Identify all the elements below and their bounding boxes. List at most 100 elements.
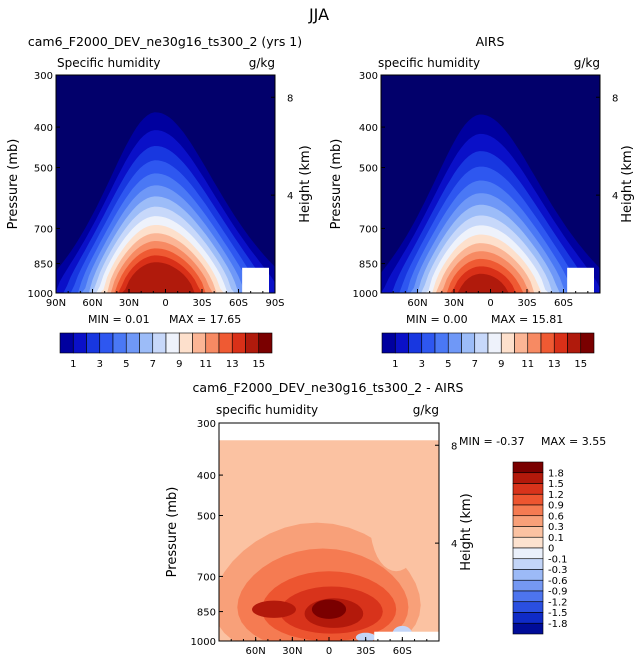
panel-diff-height-ticks: 84 xyxy=(435,441,457,550)
colorbar-box xyxy=(512,483,544,495)
colorbar-label: 11 xyxy=(521,359,534,370)
panel-model-subtitle-left: Specific humidity xyxy=(57,56,161,70)
contour-band xyxy=(56,262,275,293)
ytick-label: 1000 xyxy=(353,289,378,300)
colorbar-box xyxy=(112,332,127,354)
missing-data-mask xyxy=(567,267,594,293)
panel-diff-colorbar: 1.81.51.20.90.60.30.10-0.1-0.3-0.6-0.9-1… xyxy=(512,461,568,635)
contour-band xyxy=(311,599,347,619)
panel-diff-title: cam6_F2000_DEV_ne30g16_ts300_2 - AIRS xyxy=(193,380,464,395)
ytick-label: 700 xyxy=(34,224,53,235)
colorbar-box xyxy=(125,332,140,354)
colorbar-box xyxy=(527,332,542,354)
panel-model-colorbar: 1 3 5 7 9 11 13 15 xyxy=(59,332,273,370)
colorbar-box xyxy=(512,579,544,592)
colorbar-label: 0 xyxy=(548,544,554,555)
colorbar-label: 5 xyxy=(123,359,129,370)
colorbar-box xyxy=(421,332,436,354)
panel-model-field xyxy=(56,75,275,293)
colorbar-box xyxy=(514,332,529,354)
colorbar-box xyxy=(500,332,515,354)
colorbar-box xyxy=(178,332,193,354)
panel-diff-xticks: 60N 30N 0 30S 60S xyxy=(230,637,428,657)
panel-airs-max: MAX = 15.81 xyxy=(491,313,563,326)
colorbar-box xyxy=(72,332,87,354)
panel-airs-xticks: 60N 30N 0 30S 60S xyxy=(392,289,589,309)
colorbar-label: 13 xyxy=(548,359,561,370)
xtick-label: 30S xyxy=(192,298,211,309)
panel-model-max: MAX = 17.65 xyxy=(169,313,241,326)
colorbar-box xyxy=(512,569,544,581)
ytick-label: 300 xyxy=(197,419,216,430)
panel-diff-max: MAX = 3.55 xyxy=(541,435,606,448)
colorbar-box xyxy=(152,332,167,354)
panel-airs: AIRS specific humidity g/kg 300 400 500 700… xyxy=(329,34,635,370)
panel-airs-yticks: 300 400 500 700 850 1000 xyxy=(353,71,385,300)
ytick-label: 400 xyxy=(197,471,216,482)
xtick-label: 30S xyxy=(517,298,536,309)
colorbar-label: 7 xyxy=(472,359,478,370)
colorbar-box xyxy=(218,332,233,354)
colorbar-box xyxy=(567,332,582,354)
colorbar-box xyxy=(205,332,220,354)
ytick-label: 500 xyxy=(359,163,378,174)
colorbar-box xyxy=(381,332,396,354)
ytick-label: 850 xyxy=(197,608,216,619)
xtick-label: 30N xyxy=(119,298,139,309)
colorbar-box xyxy=(165,332,180,354)
colorbar-label: 9 xyxy=(176,359,182,370)
colorbar-box xyxy=(512,622,544,635)
xtick-label: 60S xyxy=(229,298,248,309)
xtick-label: 60S xyxy=(393,646,412,657)
panel-diff: cam6_F2000_DEV_ne30g16_ts300_2 - AIRS sp… xyxy=(165,380,606,657)
xtick-label: 60N xyxy=(82,298,102,309)
height-tick-label: 8 xyxy=(287,93,293,104)
colorbar-label: 3 xyxy=(97,359,103,370)
colorbar-box xyxy=(461,332,476,354)
ytick-label: 850 xyxy=(359,260,378,271)
colorbar-box xyxy=(512,515,544,527)
colorbar-box xyxy=(258,332,273,354)
colorbar-box xyxy=(512,536,544,549)
colorbar-label: 3 xyxy=(419,359,425,370)
ytick-label: 300 xyxy=(34,71,53,82)
panel-airs-colorbar: 1 3 5 7 9 11 13 15 xyxy=(381,332,595,370)
colorbar-label: 0.1 xyxy=(548,533,564,544)
colorbar-box xyxy=(580,332,595,354)
colorbar-label: 1.8 xyxy=(548,468,564,479)
colorbar-label: 9 xyxy=(498,359,504,370)
colorbar-box xyxy=(540,332,555,354)
height-tick-label: 4 xyxy=(451,539,457,550)
height-tick-label: 4 xyxy=(287,191,293,202)
colorbar-label: 5 xyxy=(445,359,451,370)
ytick-label: 400 xyxy=(359,123,378,134)
panel-diff-min: MIN = -0.37 xyxy=(459,435,525,448)
panel-model-min: MIN = 0.01 xyxy=(88,313,150,326)
colorbar-label: -0.6 xyxy=(548,576,568,587)
panel-model-height-ticks: 84 xyxy=(271,93,293,202)
ytick-label: 850 xyxy=(34,260,53,271)
panel-airs-min: MIN = 0.00 xyxy=(406,313,468,326)
xtick-label: 90S xyxy=(265,298,284,309)
colorbar-box xyxy=(86,332,101,354)
xtick-label: 0 xyxy=(326,646,332,657)
colorbar-label: -1.8 xyxy=(548,619,568,630)
colorbar-label: -1.5 xyxy=(548,608,568,619)
panel-diff-field xyxy=(219,423,439,641)
colorbar-box xyxy=(139,332,154,354)
ytick-label: 1000 xyxy=(28,289,53,300)
colorbar-box xyxy=(434,332,449,354)
panel-model-ylabel: Pressure (mb) xyxy=(6,139,21,230)
colorbar-label: 0.6 xyxy=(548,511,564,522)
xtick-label: 60N xyxy=(407,298,427,309)
colorbar-label: 13 xyxy=(226,359,239,370)
colorbar-box xyxy=(245,332,260,354)
panel-model-yticks: 300 400 500 700 850 1000 xyxy=(28,71,60,300)
colorbar-label: 7 xyxy=(150,359,156,370)
ytick-label: 1000 xyxy=(191,637,216,648)
colorbar-label: 1.5 xyxy=(548,479,564,490)
contour-band xyxy=(252,600,296,618)
contour-band xyxy=(369,434,424,572)
missing-data-mask xyxy=(374,631,439,641)
xtick-label: 30N xyxy=(282,646,302,657)
